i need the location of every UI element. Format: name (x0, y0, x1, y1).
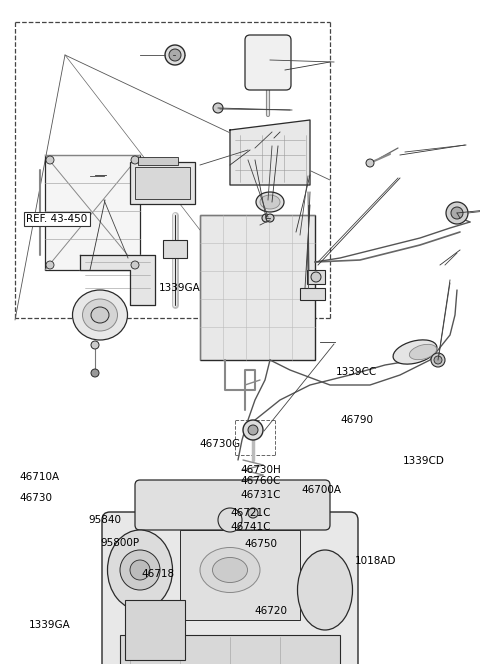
Text: 1339GA: 1339GA (29, 620, 71, 631)
Ellipse shape (260, 195, 280, 209)
Circle shape (248, 508, 258, 518)
Ellipse shape (409, 345, 437, 360)
Circle shape (120, 550, 160, 590)
Polygon shape (230, 120, 310, 185)
Bar (138, 157, 178, 165)
Ellipse shape (200, 548, 260, 592)
Text: 46730H: 46730H (240, 465, 281, 475)
Circle shape (446, 202, 468, 224)
Circle shape (131, 156, 139, 164)
Text: 1018AD: 1018AD (355, 556, 396, 566)
Circle shape (169, 49, 181, 61)
Text: 46741C: 46741C (230, 521, 271, 532)
Text: 46730: 46730 (19, 493, 52, 503)
Bar (125, 600, 185, 660)
Bar (45, 155, 140, 270)
Text: 95840: 95840 (89, 515, 122, 525)
Bar (307, 270, 325, 284)
Text: 46731C: 46731C (240, 489, 280, 500)
Circle shape (431, 353, 445, 367)
Ellipse shape (393, 340, 437, 364)
Text: 46710A: 46710A (19, 471, 60, 482)
Polygon shape (80, 255, 155, 305)
Ellipse shape (213, 558, 248, 582)
Circle shape (311, 272, 321, 282)
Ellipse shape (72, 290, 128, 340)
Bar (120, 635, 340, 664)
Text: 46721C: 46721C (230, 508, 271, 519)
Ellipse shape (256, 192, 284, 212)
Bar (135, 167, 190, 199)
Circle shape (91, 341, 99, 349)
Circle shape (451, 207, 463, 219)
Circle shape (262, 214, 270, 222)
Circle shape (248, 425, 258, 435)
Text: 1339CC: 1339CC (336, 367, 377, 377)
Text: 1339GA: 1339GA (158, 283, 200, 293)
Circle shape (266, 214, 274, 222)
Text: 46790: 46790 (341, 414, 374, 425)
Text: 46700A: 46700A (301, 485, 341, 495)
Text: 46730G: 46730G (199, 438, 240, 449)
Bar (163, 240, 187, 258)
Circle shape (46, 156, 54, 164)
Text: 46750: 46750 (245, 539, 278, 550)
Ellipse shape (108, 530, 172, 610)
Circle shape (46, 261, 54, 269)
Bar (200, 215, 315, 360)
Text: 46760C: 46760C (240, 476, 280, 487)
Circle shape (434, 356, 442, 364)
Ellipse shape (91, 307, 109, 323)
Circle shape (218, 508, 242, 532)
Text: 46720: 46720 (254, 606, 288, 616)
Circle shape (165, 45, 185, 65)
Circle shape (366, 159, 374, 167)
Bar (300, 288, 325, 300)
FancyBboxPatch shape (102, 512, 358, 664)
Text: 1339CD: 1339CD (403, 456, 445, 467)
Circle shape (91, 369, 99, 377)
Circle shape (130, 560, 150, 580)
Text: 95800P: 95800P (101, 538, 140, 548)
FancyBboxPatch shape (135, 480, 330, 530)
Bar (130, 162, 195, 204)
Circle shape (131, 261, 139, 269)
Bar (180, 530, 300, 620)
Ellipse shape (298, 550, 352, 630)
Circle shape (243, 420, 263, 440)
Circle shape (213, 103, 223, 113)
Text: 46718: 46718 (142, 569, 175, 580)
Ellipse shape (83, 299, 118, 331)
Text: REF. 43-450: REF. 43-450 (26, 214, 88, 224)
FancyBboxPatch shape (245, 35, 291, 90)
